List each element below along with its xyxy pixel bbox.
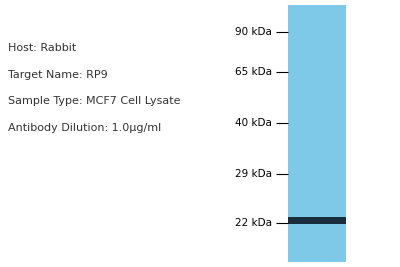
Text: 90 kDa: 90 kDa (235, 27, 272, 37)
Text: Target Name: RP9: Target Name: RP9 (8, 70, 108, 80)
Text: 29 kDa: 29 kDa (235, 168, 272, 179)
Text: 40 kDa: 40 kDa (235, 118, 272, 128)
Text: Antibody Dilution: 1.0μg/ml: Antibody Dilution: 1.0μg/ml (8, 123, 161, 133)
Bar (288, 217, 346, 224)
Text: Host: Rabbit: Host: Rabbit (8, 43, 76, 53)
Text: Sample Type: MCF7 Cell Lysate: Sample Type: MCF7 Cell Lysate (8, 96, 180, 107)
Text: 22 kDa: 22 kDa (235, 218, 272, 228)
Bar (288, 5, 346, 262)
Text: 65 kDa: 65 kDa (235, 67, 272, 77)
